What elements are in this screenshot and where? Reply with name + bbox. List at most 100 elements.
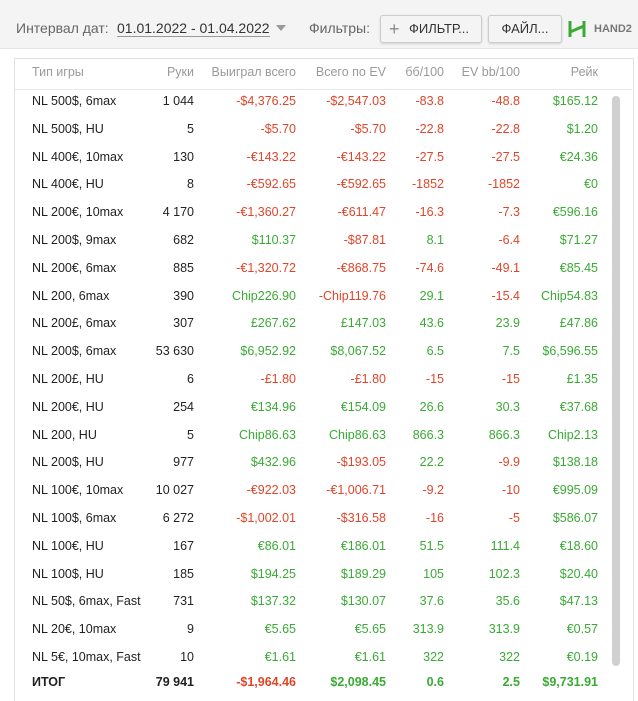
table-cell: $138.18 — [552, 455, 598, 470]
table-cell: NL 500$, HU — [32, 121, 104, 136]
table-cell: NL 400€, 10max — [32, 149, 124, 164]
table-cell: €37.68 — [559, 399, 598, 414]
table-cell: NL 400€, HU — [32, 177, 104, 192]
table-cell: 167 — [173, 538, 194, 553]
table-cell: 105 — [423, 566, 444, 581]
table-cell: -€592.65 — [336, 177, 386, 192]
table-cell: $6,952.92 — [240, 344, 296, 359]
table-cell: €5.65 — [354, 622, 386, 637]
table-cell: £1.35 — [566, 372, 598, 386]
total-cell: $9,731.91 — [542, 675, 598, 689]
table-cell: NL 100€, 10max — [32, 483, 124, 498]
table-cell: -16 — [425, 511, 444, 525]
date-label: Интервал дат: — [16, 20, 109, 36]
table-cell: -$5.70 — [350, 121, 386, 136]
table-cell: -48.8 — [491, 94, 521, 108]
table-cell: €0.19 — [566, 650, 598, 664]
filter-button[interactable]: + ФИЛЬТР... — [380, 15, 482, 43]
table-cell: NL 200€, HU — [32, 399, 104, 414]
table-cell: $432.96 — [250, 455, 296, 470]
table-cell: 7.5 — [502, 344, 520, 359]
table-cell: NL 20€, 10max — [32, 622, 117, 637]
table-cell: NL 200$, 6max — [32, 344, 117, 359]
table-cell: -$2,547.03 — [326, 94, 386, 108]
table-cell: -£1.80 — [260, 372, 296, 386]
table-cell: -5 — [508, 511, 520, 525]
column-header: Выиграл всего — [211, 65, 296, 79]
table-cell: $8,067.52 — [330, 344, 386, 359]
table-cell: $586.07 — [552, 511, 598, 525]
total-cell: 79 941 — [155, 675, 194, 689]
table-cell: 885 — [173, 260, 194, 275]
scrollbar[interactable] — [612, 96, 620, 666]
table-cell: -€143.22 — [246, 149, 296, 164]
table-cell: NL 200$, HU — [32, 455, 104, 470]
table-cell: -€592.65 — [246, 177, 296, 192]
table-cell: NL 200€, 10max — [32, 205, 124, 220]
file-button[interactable]: ФАЙЛ... — [488, 15, 562, 43]
table-cell: $165.12 — [552, 94, 598, 108]
table-cell: -83.8 — [415, 94, 445, 108]
table-cell: €596.16 — [552, 205, 598, 220]
dropdown-arrow[interactable] — [276, 25, 286, 31]
table-cell: 390 — [173, 288, 194, 303]
table-cell: 35.6 — [495, 594, 520, 609]
table-cell: -7.3 — [498, 205, 520, 220]
table-cell: €186.01 — [340, 538, 386, 553]
table-cell: -9.9 — [498, 455, 520, 470]
table-cell: 322 — [423, 650, 444, 664]
table-cell: 130 — [173, 149, 194, 164]
table-cell: NL 500$, 6max — [32, 94, 117, 108]
column-header: EV bb/100 — [461, 65, 520, 79]
table-cell: NL 50$, 6max, Fast — [32, 594, 141, 609]
table-cell: -9.2 — [422, 483, 444, 498]
table-cell: €995.09 — [552, 483, 598, 498]
table-cell: -$316.58 — [336, 511, 386, 525]
table-cell: 26.6 — [419, 399, 444, 414]
table-cell: 8.1 — [426, 233, 444, 247]
table-cell: £147.03 — [340, 316, 386, 331]
table-cell: NL 200, 6max — [32, 288, 110, 303]
table-cell: 53 630 — [155, 344, 194, 359]
table-cell: -$193.05 — [336, 455, 386, 470]
table-cell: $71.27 — [559, 233, 598, 247]
table-cell: -€143.22 — [336, 149, 386, 164]
table-cell: -£1.80 — [350, 372, 386, 386]
table-cell: NL 100$, HU — [32, 566, 104, 581]
table-cell: NL 100$, 6max — [32, 511, 117, 525]
table-cell: €134.96 — [250, 399, 296, 414]
total-cell: $2,098.45 — [330, 675, 386, 689]
table-panel — [14, 58, 634, 701]
table-cell: -€868.75 — [336, 260, 386, 275]
table-cell: 322 — [499, 650, 520, 664]
table-cell: -€611.47 — [337, 205, 386, 220]
table-cell: -15.4 — [491, 288, 521, 303]
table-cell: 22.2 — [419, 455, 444, 470]
logo-text: HAND2 — [594, 23, 632, 35]
table-cell: 6 272 — [162, 511, 194, 525]
filters-label: Фильтры: — [309, 20, 370, 36]
header-divider — [15, 89, 632, 90]
table-cell: -27.5 — [491, 149, 521, 164]
table-cell: 102.3 — [488, 566, 520, 581]
table-cell: 682 — [173, 233, 194, 247]
date-range[interactable]: 01.01.2022 - 01.04.2022 — [117, 20, 270, 37]
table-cell: $137.32 — [250, 594, 296, 609]
table-cell: -15 — [425, 372, 444, 386]
table-cell: 8 — [187, 177, 194, 192]
table-cell: Chip86.63 — [329, 427, 386, 442]
table-cell: 731 — [173, 594, 194, 609]
table-cell: -27.5 — [415, 149, 445, 164]
table-cell: NL 200€, 6max — [32, 260, 117, 275]
table-cell: $130.07 — [340, 594, 386, 609]
table-cell: $194.25 — [250, 566, 296, 581]
table-cell: NL 5€, 10max, Fast — [32, 650, 141, 664]
total-cell: ИТОГ — [32, 675, 66, 689]
table-cell: 6.5 — [426, 344, 444, 359]
table-cell: -$5.70 — [260, 121, 296, 136]
column-header: бб/100 — [405, 65, 444, 79]
table-cell: 1 044 — [162, 94, 194, 108]
table-cell: -10 — [501, 483, 520, 498]
table-cell: 23.9 — [495, 316, 520, 331]
